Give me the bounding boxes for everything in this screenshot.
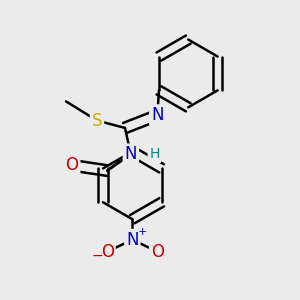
- Text: O: O: [65, 156, 79, 174]
- Text: +: +: [138, 227, 147, 237]
- Text: −: −: [91, 249, 103, 263]
- Text: N: N: [126, 231, 139, 249]
- Text: N: N: [124, 146, 137, 164]
- Text: O: O: [101, 243, 114, 261]
- Text: H: H: [149, 147, 160, 161]
- Text: S: S: [92, 112, 102, 130]
- Text: N: N: [151, 106, 164, 124]
- Text: O: O: [151, 243, 164, 261]
